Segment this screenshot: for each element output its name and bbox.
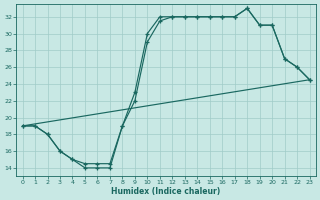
X-axis label: Humidex (Indice chaleur): Humidex (Indice chaleur)	[111, 187, 221, 196]
